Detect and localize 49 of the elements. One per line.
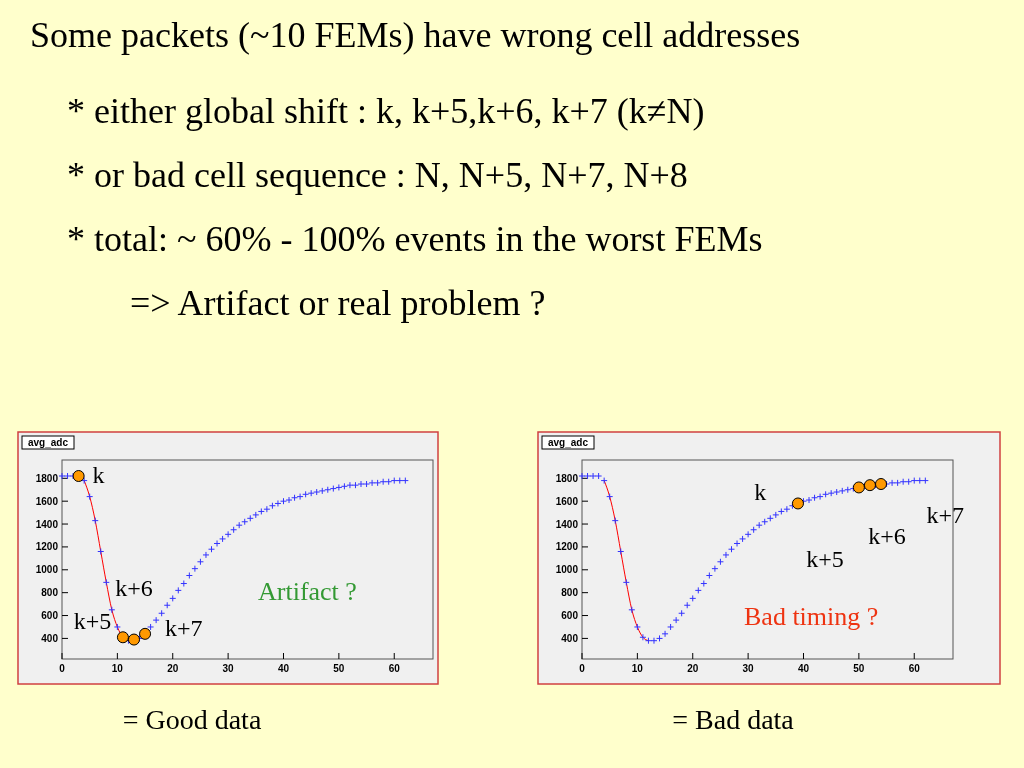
y-tick-label: 600 <box>41 610 59 622</box>
annotation: Artifact ? <box>258 577 357 606</box>
x-tick-label: 30 <box>222 663 235 674</box>
x-tick-label: 60 <box>908 663 921 674</box>
y-tick-label: 1000 <box>35 564 59 576</box>
x-tick-label: 10 <box>111 663 124 674</box>
y-tick-label: 1400 <box>555 518 579 530</box>
x-tick-label: 0 <box>59 663 66 674</box>
y-tick-label: 1000 <box>555 564 579 576</box>
x-tick-label: 50 <box>333 663 345 674</box>
text: * total: ~ 60% - 100% events in the worst FEMs <box>67 219 763 259</box>
y-tick-label: 1200 <box>35 541 59 553</box>
x-tick-label: 20 <box>687 663 699 674</box>
y-tick-label: 1600 <box>35 495 59 507</box>
x-tick-label: 0 <box>579 663 586 674</box>
annotation: k <box>92 461 105 488</box>
annotation: k+7 <box>164 615 203 642</box>
text: Some packets (~10 FEMs) have wrong cell addresses <box>30 15 801 55</box>
text: * either global shift : k, k+5,k+6, k+7 (k≠N) <box>67 91 705 131</box>
text: => Artifact or real problem ? <box>130 283 546 323</box>
y-tick-label: 800 <box>561 587 579 599</box>
x-tick-label: 40 <box>797 663 810 674</box>
annotation: Bad timing ? <box>744 602 879 631</box>
y-tick-label: 1200 <box>555 541 579 553</box>
annotation: k <box>754 479 767 506</box>
annotation: k+5 <box>73 608 112 635</box>
y-tick-label: 1800 <box>35 472 59 484</box>
y-tick-label: 1600 <box>555 495 579 507</box>
text: * or bad cell sequence : N, N+5, N+7, N+8 <box>67 155 688 195</box>
y-tick-label: 1800 <box>555 472 579 484</box>
y-tick-label: 600 <box>561 610 579 622</box>
chart-title: avg_adc <box>547 437 589 448</box>
x-tick-label: 10 <box>631 663 644 674</box>
annotation: k+6 <box>115 574 153 601</box>
y-tick-label: 1400 <box>35 518 59 530</box>
x-tick-label: 60 <box>388 663 401 674</box>
chart-title: avg_adc <box>27 437 69 448</box>
annotation: k+6 <box>868 522 906 549</box>
text: = Bad data <box>672 704 795 735</box>
y-tick-label: 400 <box>561 632 579 644</box>
y-tick-label: 400 <box>41 632 59 644</box>
annotation: k+5 <box>806 546 844 573</box>
x-tick-label: 20 <box>167 663 179 674</box>
x-tick-label: 40 <box>277 663 290 674</box>
y-tick-label: 800 <box>41 587 59 599</box>
x-tick-label: 30 <box>742 663 755 674</box>
text: = Good data <box>122 704 262 735</box>
x-tick-label: 50 <box>853 663 865 674</box>
annotation: k+7 <box>926 502 964 529</box>
